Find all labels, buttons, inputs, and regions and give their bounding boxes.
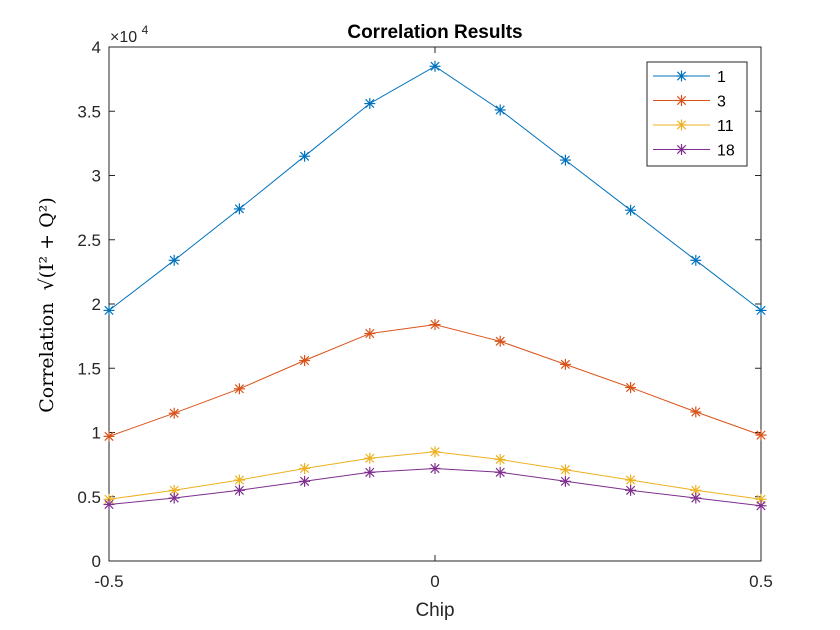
data-point-series-18 bbox=[494, 466, 506, 478]
data-point-series-3 bbox=[233, 383, 245, 395]
data-point-series-11 bbox=[429, 446, 441, 458]
data-point-series-3 bbox=[429, 319, 441, 331]
data-point-series-1 bbox=[168, 254, 180, 266]
data-point-series-3 bbox=[168, 407, 180, 419]
data-point-series-18 bbox=[103, 498, 115, 510]
data-point-series-3 bbox=[364, 328, 376, 340]
y-exponent-base: ×10 bbox=[110, 29, 137, 46]
data-point-series-1 bbox=[494, 104, 506, 116]
y-axis-label-formula: √(I² + Q²) bbox=[36, 197, 58, 290]
svg-text:×10 4: ×10 4 bbox=[110, 23, 149, 46]
y-tick-label: 3.5 bbox=[77, 102, 101, 121]
data-point-series-11 bbox=[625, 474, 637, 486]
data-point-series-3 bbox=[299, 355, 311, 367]
legend-marker-1 bbox=[676, 70, 687, 82]
data-point-series-11 bbox=[559, 464, 571, 476]
svg-text:Correlation √(I² + Q²): Correlation √(I² + Q²) bbox=[36, 197, 58, 412]
data-point-series-11 bbox=[364, 452, 376, 464]
x-tick-label: 0 bbox=[430, 572, 439, 591]
data-point-series-1 bbox=[690, 254, 702, 266]
data-point-series-11 bbox=[233, 474, 245, 486]
legend-box bbox=[646, 61, 748, 167]
data-point-series-1 bbox=[299, 150, 311, 162]
y-exponent-power: 4 bbox=[142, 23, 149, 37]
y-axis-label: Correlation √(I² + Q²) bbox=[36, 197, 58, 412]
data-point-series-18 bbox=[429, 462, 441, 474]
data-point-series-18 bbox=[625, 484, 637, 496]
y-tick-label: 0.5 bbox=[77, 488, 101, 507]
data-point-series-18 bbox=[690, 492, 702, 504]
y-tick-label: 1.5 bbox=[77, 359, 101, 378]
y-exponent: ×10 4 bbox=[110, 23, 149, 46]
data-point-series-3 bbox=[103, 430, 115, 442]
data-point-series-18 bbox=[559, 475, 571, 487]
y-axis-label-prefix: Correlation bbox=[36, 303, 58, 413]
data-point-series-3 bbox=[494, 335, 506, 347]
data-point-series-1 bbox=[559, 154, 571, 166]
data-point-series-3 bbox=[625, 382, 637, 394]
data-point-series-1 bbox=[429, 60, 441, 72]
data-point-series-18 bbox=[755, 500, 767, 512]
x-tick-label: -0.5 bbox=[94, 572, 123, 591]
data-point-series-18 bbox=[364, 466, 376, 478]
data-point-series-1 bbox=[625, 204, 637, 216]
y-tick-label: 3 bbox=[92, 167, 101, 186]
x-axis-label: Chip bbox=[415, 600, 454, 621]
data-point-series-18 bbox=[299, 475, 311, 487]
legend: 1 3 11 18 bbox=[646, 61, 748, 167]
data-point-series-11 bbox=[494, 453, 506, 465]
y-tick-label: 0 bbox=[92, 552, 101, 571]
legend-label-18: 18 bbox=[717, 143, 735, 160]
data-point-series-3 bbox=[690, 406, 702, 418]
data-point-series-3 bbox=[559, 358, 571, 370]
data-point-series-1 bbox=[103, 304, 115, 316]
legend-marker-18 bbox=[676, 144, 687, 155]
y-tick-label: 1 bbox=[92, 424, 101, 443]
chart-title: Correlation Results bbox=[347, 22, 522, 43]
y-tick-label: 4 bbox=[92, 38, 101, 57]
data-point-series-18 bbox=[168, 492, 180, 504]
data-point-series-1 bbox=[233, 203, 245, 215]
y-tick-label: 2.5 bbox=[77, 231, 101, 250]
legend-marker-11 bbox=[676, 119, 687, 131]
data-point-series-1 bbox=[755, 304, 767, 316]
legend-label-11: 11 bbox=[717, 118, 734, 135]
data-point-series-3 bbox=[755, 429, 767, 441]
legend-label-3: 3 bbox=[717, 94, 726, 111]
x-tick-label: 0.5 bbox=[749, 572, 773, 591]
y-tick-label: 2 bbox=[92, 295, 101, 314]
data-point-series-1 bbox=[364, 98, 376, 110]
legend-marker-3 bbox=[676, 95, 687, 106]
data-point-series-11 bbox=[299, 462, 311, 474]
legend-label-1: 1 bbox=[717, 69, 726, 86]
data-point-series-18 bbox=[233, 484, 245, 496]
